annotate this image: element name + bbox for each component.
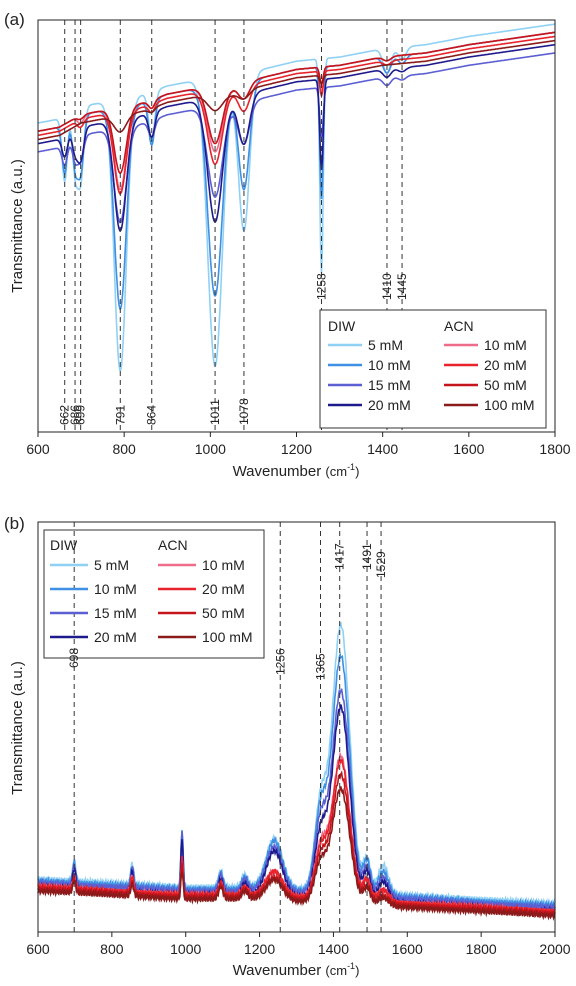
panel-b-xlabel-close: ): [355, 963, 359, 978]
series-line-diw-10mm: [37, 651, 556, 910]
series-line-acn-20mm: [37, 35, 556, 195]
panel-a-x-axis-label: Wavenumber (cm-1): [233, 462, 360, 480]
panel-b-x-axis-label: Wavenumber (cm-1): [233, 961, 360, 979]
x-tick-label-1400: 1400: [318, 941, 349, 957]
panel-a-xlabel-close: ): [355, 464, 359, 479]
marker-label-1410: 1410: [380, 273, 394, 300]
x-tick-label-600: 600: [26, 941, 50, 957]
series-line-diw-5mm: [37, 23, 556, 372]
x-tick-label-1600: 1600: [392, 941, 423, 957]
x-tick-label-1200: 1200: [244, 941, 275, 957]
x-tick-label-600: 600: [26, 441, 50, 457]
panel-b-x-ticks: 600 800 1000 1200 1400 1600 1800 2000: [26, 932, 571, 957]
panel-b-y-axis-label: Transmittance (a.u.): [9, 661, 26, 795]
marker-label-662: 662: [58, 405, 72, 425]
marker-label-1491: 1491: [360, 543, 374, 570]
panel-a-xlabel-sup: -1: [347, 462, 355, 472]
x-tick-label-800: 800: [100, 941, 124, 957]
legend-label-diw-10mm: 10 mM: [94, 581, 137, 597]
panel-a-legend-group-diw: DIW: [328, 318, 356, 334]
panel-b-legend: DIW ACN 5 mM 10 mM 15 mM 20 mM 10 mM 20 mM 50 …: [43, 529, 265, 659]
panel-a-label: (a): [4, 10, 25, 29]
panel-b-legend-box: [43, 529, 265, 659]
panel-b-xlabel-unit: (cm: [325, 963, 347, 978]
legend-label-diw-15mm: 15 mM: [94, 605, 137, 621]
x-tick-label-2000: 2000: [539, 941, 570, 957]
series-line-diw-20mm: [37, 43, 556, 232]
marker-label-1011: 1011: [208, 399, 222, 425]
legend-label-acn-50mm: 50 mM: [202, 605, 245, 621]
marker-label-1529: 1529: [374, 551, 388, 578]
panel-a-xlabel-main: Wavenumber: [233, 463, 322, 480]
x-tick-label-1200: 1200: [281, 441, 312, 457]
legend-label-acn-10mm: 10 mM: [202, 557, 245, 573]
panel-a-y-axis-label: Transmittance (a.u.): [9, 159, 26, 293]
marker-label-1417: 1417: [333, 543, 347, 570]
legend-label-acn-100mm: 100 mM: [484, 397, 535, 413]
x-tick-label-1600: 1600: [453, 441, 484, 457]
x-tick-label-1000: 1000: [170, 941, 201, 957]
panel-b-plot-frame: [37, 521, 556, 933]
marker-label-791: 791: [113, 405, 127, 425]
marker-label-1445: 1445: [395, 273, 409, 300]
x-tick-label-800: 800: [112, 441, 136, 457]
panel-a-x-ticks: 600 800 1000 1200 1400 1600 1800: [26, 432, 571, 457]
series-line-diw-5mm: [37, 621, 556, 907]
panel-a-legend: DIW ACN 5 mM 10 mM 15 mM 20 mM 10 mM 20 mM 50 …: [319, 309, 547, 429]
legend-label-diw-15mm: 15 mM: [368, 377, 411, 393]
marker-label-686: 686: [68, 405, 82, 425]
legend-label-diw-5mm: 5 mM: [94, 557, 129, 573]
series-line-acn-100mm: [37, 39, 556, 141]
x-tick-label-1400: 1400: [367, 441, 398, 457]
x-tick-label-1800: 1800: [539, 441, 570, 457]
legend-label-acn-20mm: 20 mM: [202, 581, 245, 597]
panel-a-xlabel-unit: (cm: [325, 464, 347, 479]
panel-a-legend-group-acn: ACN: [444, 318, 474, 334]
legend-label-acn-50mm: 50 mM: [484, 377, 527, 393]
panel-b-legend-group-diw: DIW: [50, 537, 78, 553]
panel-b-series-group: [37, 621, 556, 921]
panel-b-legend-group-acn: ACN: [158, 537, 188, 553]
legend-label-diw-10mm: 10 mM: [368, 357, 411, 373]
marker-label-1258: 1258: [314, 273, 328, 300]
x-tick-label-1800: 1800: [466, 941, 497, 957]
series-line-acn-50mm: [37, 31, 556, 175]
legend-label-acn-20mm: 20 mM: [484, 357, 527, 373]
series-line-acn-100mm: [37, 786, 556, 921]
panel-b-xlabel-sup: -1: [347, 961, 355, 971]
legend-label-acn-10mm: 10 mM: [484, 337, 527, 353]
panel-b-label: (b): [4, 514, 25, 533]
panel-a-legend-box: [319, 309, 547, 429]
marker-label-1078: 1078: [237, 398, 251, 425]
marker-label-699: 699: [74, 405, 88, 425]
panel-a-series-group: [37, 23, 556, 372]
panel-b-xlabel-main: Wavenumber: [233, 962, 322, 979]
marker-label-1365: 1365: [314, 653, 328, 680]
legend-label-acn-100mm: 100 mM: [202, 629, 253, 645]
legend-label-diw-5mm: 5 mM: [368, 337, 403, 353]
x-tick-label-1000: 1000: [195, 441, 226, 457]
marker-label-1256: 1256: [273, 648, 287, 675]
legend-label-diw-20mm: 20 mM: [94, 629, 137, 645]
series-line-diw-15mm: [37, 688, 556, 913]
marker-label-864: 864: [145, 405, 159, 425]
legend-label-diw-20mm: 20 mM: [368, 397, 411, 413]
